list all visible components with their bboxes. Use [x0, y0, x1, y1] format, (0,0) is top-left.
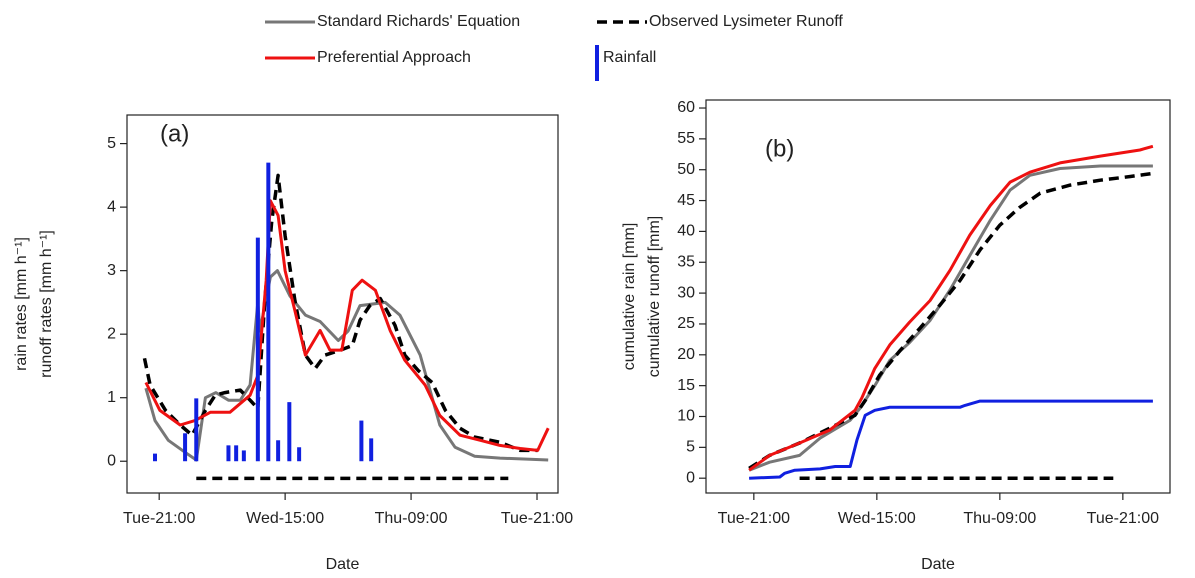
legend-item: Preferential Approach: [265, 49, 471, 66]
legend-label: Rainfall: [603, 49, 656, 66]
y-axis-label: rain rates [mm h⁻¹]: [13, 237, 30, 371]
series-line: [748, 164, 1153, 472]
panel-label: (b): [765, 135, 794, 162]
legend-item: Standard Richards' Equation: [265, 13, 520, 30]
y-tick-label: 35: [677, 253, 695, 270]
panel: 0 5 10 15 20 25 30 35 40 45 50 55 60 Tue-21:00 Wed-15:…: [621, 99, 1171, 573]
x-tick-label: Tue-21:00: [501, 510, 573, 527]
x-axis-label: Date: [921, 556, 955, 573]
panel-label: (a): [160, 120, 189, 147]
x-tick-label: Wed-15:00: [246, 510, 324, 527]
x-tick-label: Tue-21:00: [1087, 510, 1159, 527]
y-tick-label: 60: [677, 99, 695, 116]
legend-label: Preferential Approach: [317, 49, 471, 66]
series-line: [142, 173, 538, 453]
y-tick-label: 25: [677, 315, 695, 332]
legend-label: Standard Richards' Equation: [317, 13, 520, 30]
y-axis-label: cumulative rain [mm]: [621, 223, 638, 371]
y-tick-label: 0: [686, 469, 695, 486]
y-axis-label: cumulative runoff [mm]: [646, 216, 663, 378]
x-tick-label: Tue-21:00: [718, 510, 790, 527]
y-tick-label: 5: [686, 439, 695, 456]
y-tick-label: 45: [677, 192, 695, 209]
x-axis-label: Date: [326, 556, 360, 573]
y-tick-label: 40: [677, 223, 695, 240]
y-tick-label: 1: [107, 389, 116, 406]
y-tick-label: 2: [107, 325, 116, 342]
series-line: [748, 171, 1154, 470]
plot-frame: [705, 99, 1171, 494]
x-tick-label: Wed-15:00: [838, 510, 916, 527]
series-line: [144, 269, 549, 462]
panel: 0 1 2 3 4 5 Tue-21:00 Wed-15:00 Thu-09:00 Tue-21:…: [13, 114, 573, 573]
y-tick-label: 3: [107, 262, 116, 279]
legend-item: Rainfall: [595, 45, 656, 81]
x-tick-label: Thu-09:00: [963, 510, 1036, 527]
series-line: [144, 199, 550, 452]
y-tick-label: 0: [107, 452, 116, 469]
legend-item: Observed Lysimeter Runoff: [597, 13, 843, 30]
y-tick-label: 5: [107, 135, 116, 152]
y-tick-label: 20: [677, 346, 695, 363]
y-axis-label: runoff rates [mm h⁻¹]: [38, 230, 55, 378]
y-tick-label: 50: [677, 161, 695, 178]
x-tick-label: Thu-09:00: [375, 510, 448, 527]
y-tick-label: 30: [677, 284, 695, 301]
y-tick-label: 10: [677, 408, 695, 425]
y-tick-label: 55: [677, 130, 695, 147]
x-tick-label: Tue-21:00: [123, 510, 195, 527]
y-tick-label: 15: [677, 377, 695, 394]
y-tick-label: 4: [107, 198, 116, 215]
legend-label: Observed Lysimeter Runoff: [649, 13, 843, 30]
plot-frame: [126, 114, 559, 494]
series-line: [748, 144, 1154, 472]
series-line: [749, 399, 1153, 480]
